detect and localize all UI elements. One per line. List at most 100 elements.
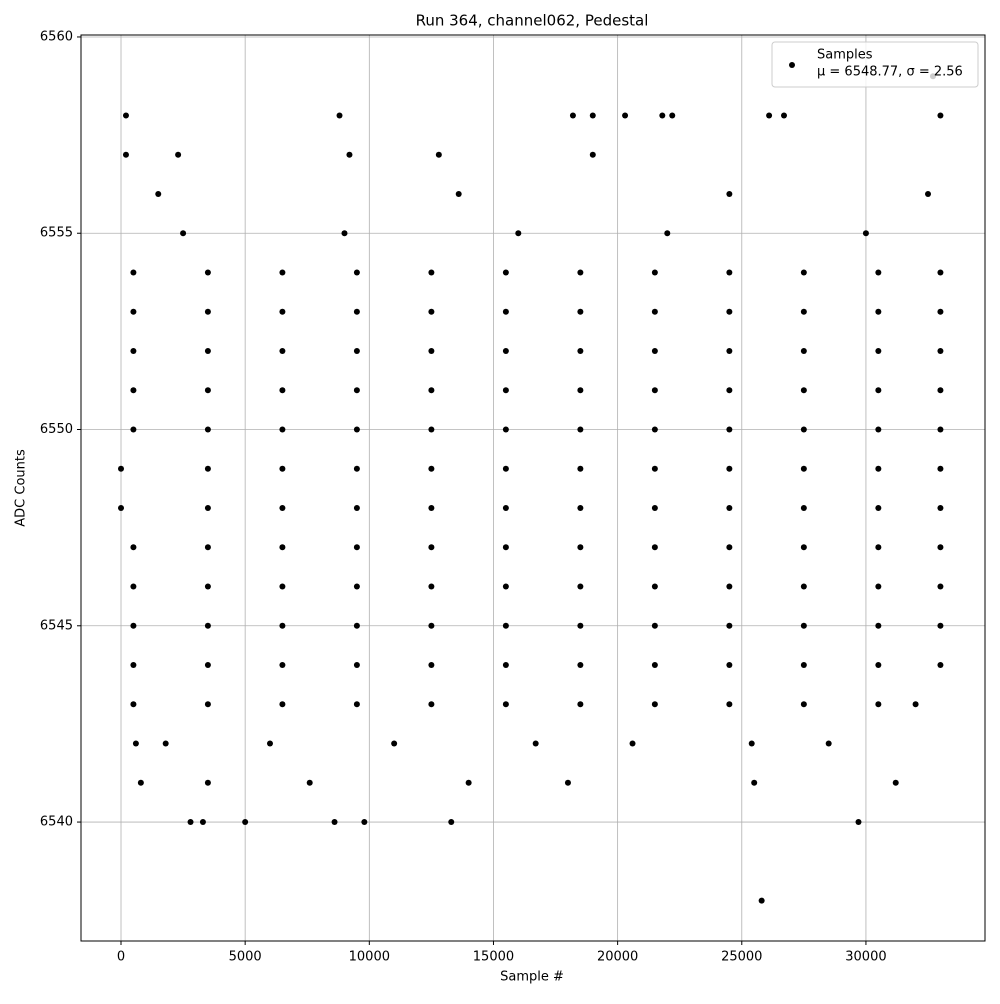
x-axis-label: Sample #	[500, 970, 564, 985]
x-tick-label: 10000	[349, 950, 390, 965]
point	[726, 308, 733, 315]
point	[564, 779, 571, 786]
point	[622, 112, 629, 119]
point	[800, 662, 807, 669]
point	[875, 387, 882, 394]
point	[428, 348, 435, 355]
point	[279, 622, 286, 629]
point	[577, 662, 584, 669]
point	[428, 662, 435, 669]
point	[204, 701, 211, 708]
point	[130, 387, 137, 394]
point	[726, 583, 733, 590]
point	[937, 387, 944, 394]
point	[502, 622, 509, 629]
point	[855, 819, 862, 826]
point	[346, 151, 353, 158]
y-tick-label: 6555	[40, 226, 73, 241]
point	[800, 583, 807, 590]
point	[204, 662, 211, 669]
point	[751, 779, 758, 786]
point	[577, 269, 584, 276]
point	[651, 308, 658, 315]
point	[130, 583, 137, 590]
point	[664, 230, 671, 237]
point	[875, 505, 882, 512]
point	[428, 308, 435, 315]
point	[502, 505, 509, 512]
point	[455, 190, 462, 197]
point	[130, 348, 137, 355]
point	[577, 348, 584, 355]
point	[242, 819, 249, 826]
point	[875, 622, 882, 629]
point	[669, 112, 676, 119]
point	[306, 779, 313, 786]
point	[800, 505, 807, 512]
point	[577, 387, 584, 394]
point	[353, 308, 360, 315]
point	[204, 308, 211, 315]
point	[137, 779, 144, 786]
point	[428, 269, 435, 276]
point	[130, 701, 137, 708]
point	[122, 151, 129, 158]
point	[122, 112, 129, 119]
point	[577, 505, 584, 512]
point	[279, 308, 286, 315]
point	[569, 112, 576, 119]
point	[279, 426, 286, 433]
point	[502, 701, 509, 708]
point	[659, 112, 666, 119]
point	[800, 465, 807, 472]
point	[937, 583, 944, 590]
point	[937, 505, 944, 512]
point	[279, 544, 286, 551]
point	[279, 348, 286, 355]
point	[651, 387, 658, 394]
point	[577, 622, 584, 629]
point	[937, 662, 944, 669]
point	[651, 701, 658, 708]
point	[502, 583, 509, 590]
legend-box	[771, 41, 979, 88]
point	[925, 190, 932, 197]
point	[875, 269, 882, 276]
point	[204, 465, 211, 472]
point	[937, 544, 944, 551]
point	[800, 426, 807, 433]
point	[204, 583, 211, 590]
x-tick-label: 30000	[845, 950, 886, 965]
point	[204, 426, 211, 433]
point	[341, 230, 348, 237]
point	[353, 426, 360, 433]
point	[875, 701, 882, 708]
point	[629, 740, 636, 747]
point	[180, 230, 187, 237]
point	[204, 779, 211, 786]
point	[758, 897, 765, 904]
legend-note: μ = 6548.77, σ = 2.56	[817, 65, 963, 80]
point	[651, 426, 658, 433]
point	[577, 426, 584, 433]
point	[428, 387, 435, 394]
point	[353, 348, 360, 355]
point	[532, 740, 539, 747]
point	[726, 662, 733, 669]
point	[875, 465, 882, 472]
point	[780, 112, 787, 119]
point	[577, 583, 584, 590]
point	[937, 269, 944, 276]
x-tick-label: 15000	[473, 950, 514, 965]
x-tick-label: 5000	[229, 950, 262, 965]
point	[279, 387, 286, 394]
point	[800, 348, 807, 355]
point	[353, 662, 360, 669]
point	[204, 505, 211, 512]
point	[651, 505, 658, 512]
point	[875, 544, 882, 551]
point	[502, 662, 509, 669]
point	[800, 269, 807, 276]
point	[353, 583, 360, 590]
